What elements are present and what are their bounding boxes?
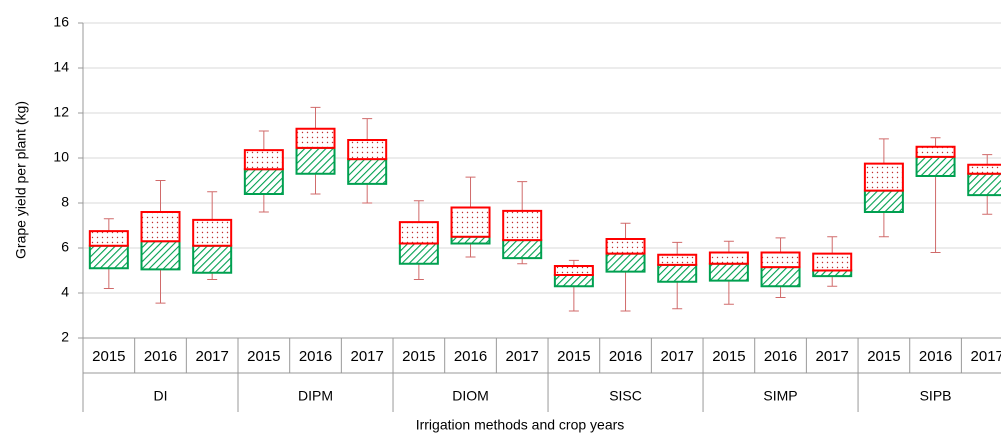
group-label: DI xyxy=(154,388,168,404)
lower-box xyxy=(398,242,439,265)
upper-box xyxy=(347,139,388,161)
upper-box xyxy=(812,252,853,272)
x-tick-label: 2017 xyxy=(350,348,383,365)
upper-box xyxy=(192,218,233,247)
x-tick-label: 2017 xyxy=(816,348,849,365)
y-tick-label: 2 xyxy=(61,329,69,345)
group-label: DIOM xyxy=(452,388,489,404)
lower-box xyxy=(967,172,1001,197)
y-tick-label: 12 xyxy=(53,104,69,120)
x-tick-label: 2016 xyxy=(144,348,177,365)
lower-box xyxy=(760,266,801,288)
upper-box xyxy=(708,251,749,265)
x-tick-label: 2016 xyxy=(299,348,332,365)
upper-box xyxy=(760,251,801,269)
upper-box xyxy=(295,127,336,149)
lower-box xyxy=(140,240,181,271)
x-tick-label: 2016 xyxy=(609,348,642,365)
y-axis-title: Grape yield per plant (kg) xyxy=(13,101,29,259)
y-tick-label: 6 xyxy=(61,239,69,255)
upper-box xyxy=(967,163,1001,175)
upper-box xyxy=(657,253,698,266)
x-tick-label: 2016 xyxy=(454,348,487,365)
group-label: DIPM xyxy=(298,388,333,404)
lower-box xyxy=(915,155,956,177)
x-axis-title: Irrigation methods and crop years xyxy=(416,417,625,433)
group-label: SIMP xyxy=(763,388,797,404)
upper-box xyxy=(88,230,129,247)
lower-box xyxy=(295,146,336,175)
upper-box xyxy=(398,221,439,245)
y-tick-label: 14 xyxy=(53,59,69,75)
lower-box xyxy=(708,262,749,282)
lower-box xyxy=(192,244,233,274)
upper-box xyxy=(863,162,904,192)
x-tick-label: 2015 xyxy=(92,348,125,365)
upper-box xyxy=(243,149,284,171)
y-tick-label: 8 xyxy=(61,194,69,210)
y-tick-label: 4 xyxy=(61,284,69,300)
x-tick-label: 2016 xyxy=(919,348,952,365)
y-tick-label: 16 xyxy=(53,14,69,30)
x-tick-label: 2017 xyxy=(971,348,1001,365)
x-tick-label: 2015 xyxy=(867,348,900,365)
lower-box xyxy=(605,252,646,273)
upper-box xyxy=(605,238,646,255)
upper-box xyxy=(450,206,491,238)
group-label: SIPB xyxy=(920,388,952,404)
x-tick-label: 2015 xyxy=(557,348,590,365)
upper-box xyxy=(502,209,543,242)
lower-box xyxy=(88,244,129,270)
x-tick-label: 2017 xyxy=(661,348,694,365)
x-tick-label: 2017 xyxy=(195,348,228,365)
upper-box xyxy=(140,211,181,243)
lower-box xyxy=(243,168,284,195)
lower-box xyxy=(502,239,543,260)
lower-box xyxy=(657,263,698,283)
lower-box xyxy=(553,274,594,288)
lower-box xyxy=(450,235,491,245)
upper-box xyxy=(553,265,594,276)
x-tick-label: 2015 xyxy=(402,348,435,365)
x-tick-label: 2015 xyxy=(712,348,745,365)
x-tick-label: 2016 xyxy=(764,348,797,365)
lower-box xyxy=(347,158,388,185)
x-tick-label: 2017 xyxy=(506,348,539,365)
upper-box xyxy=(915,145,956,158)
x-tick-label: 2015 xyxy=(247,348,280,365)
lower-box xyxy=(863,189,904,213)
group-label: SISC xyxy=(609,388,642,404)
y-tick-label: 10 xyxy=(53,149,69,165)
